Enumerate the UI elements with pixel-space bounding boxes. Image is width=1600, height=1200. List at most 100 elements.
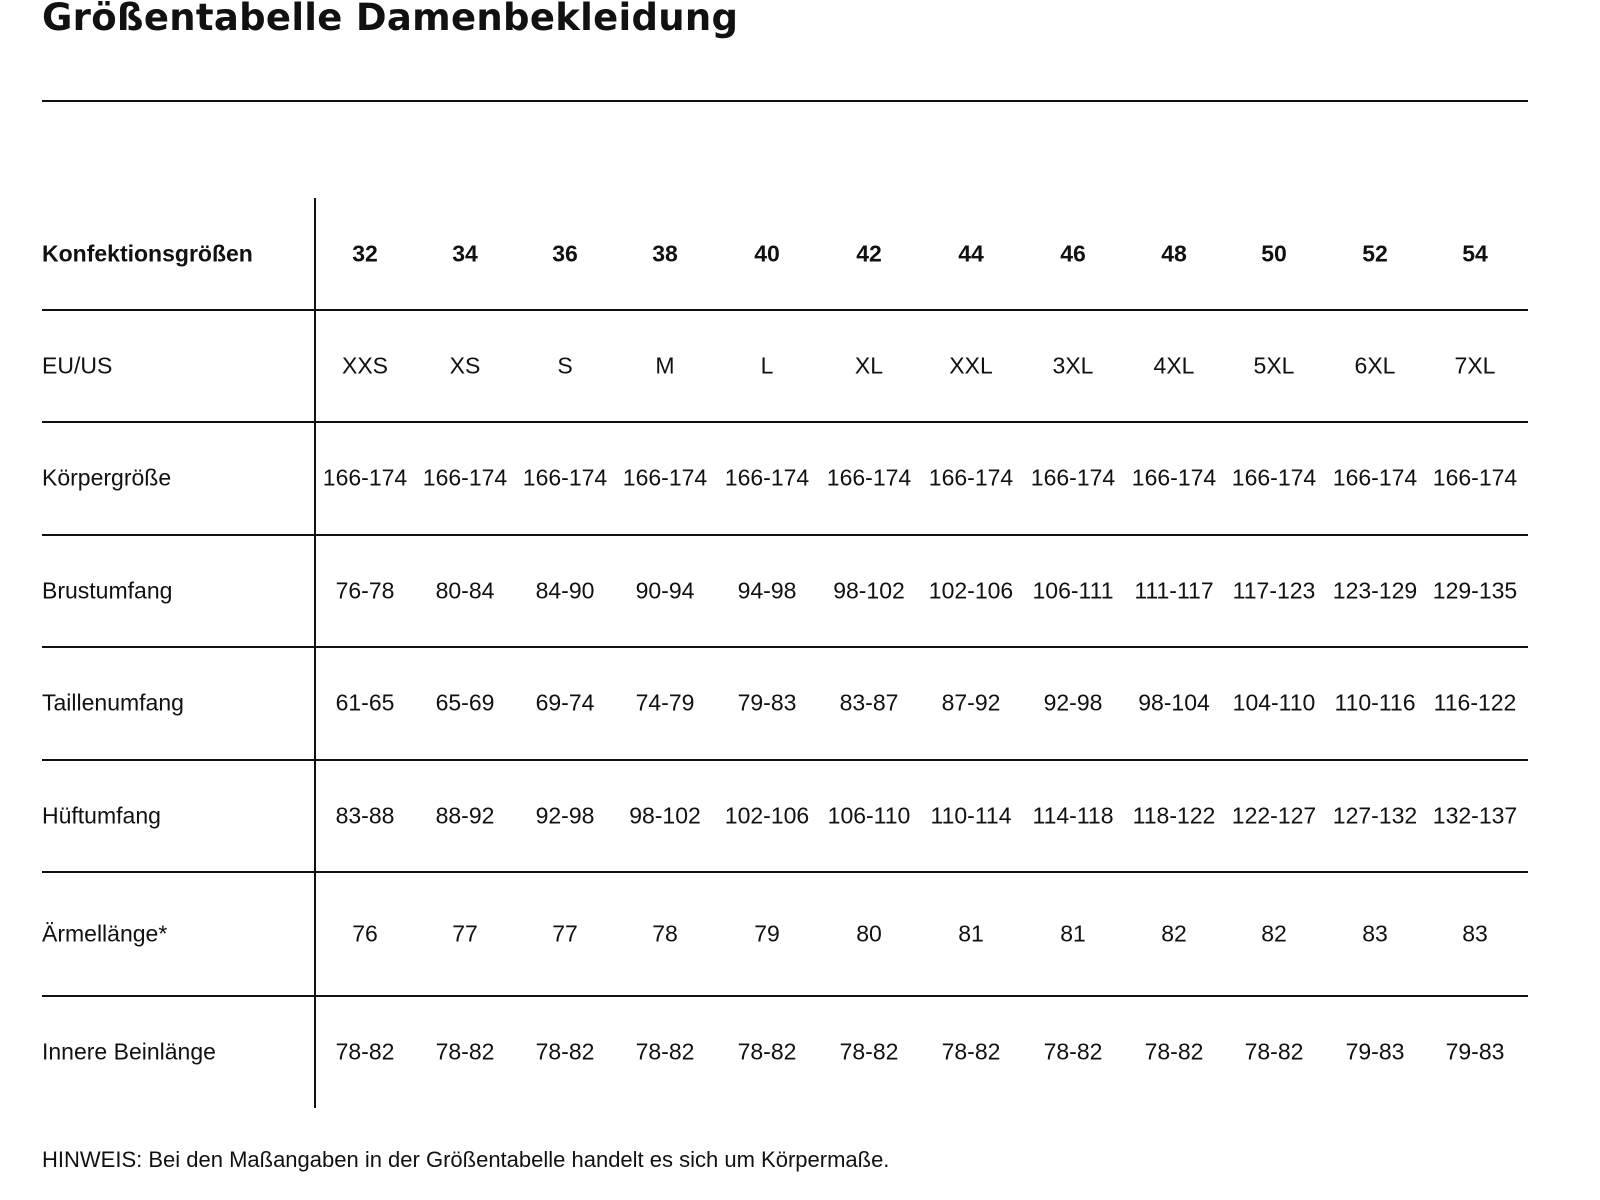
table-cell: 166-174 <box>1030 464 1116 491</box>
size-header-cell: 44 <box>958 240 984 266</box>
table-cell: 77 <box>552 920 578 946</box>
row-label: Innere Beinlänge <box>42 1038 216 1065</box>
table-cell: 110-116 <box>1334 689 1416 716</box>
table-cell: 166-174 <box>322 464 408 491</box>
table-cell: 106-111 <box>1032 577 1114 603</box>
table-cell: 83 <box>1362 920 1388 946</box>
table-cell: 98-104 <box>1138 689 1210 716</box>
size-header-cell: 48 <box>1161 240 1187 266</box>
table-cell: XXS <box>341 352 389 378</box>
table-row: Brustumfang 76-78 80-84 84-90 90-94 94-98 98-1… <box>42 535 1528 648</box>
table-cell: 82 <box>1261 920 1287 946</box>
table-cell: 106-110 <box>827 802 911 828</box>
table-cell: 3XL <box>1052 352 1094 378</box>
size-header-cell: 38 <box>652 240 678 266</box>
table-cell: 122-127 <box>1231 802 1317 828</box>
table-cell: 166-174 <box>1332 464 1418 491</box>
table-cell: 65-69 <box>435 689 495 716</box>
table-cell: 94-98 <box>737 577 797 603</box>
table-cell: 129-135 <box>1432 577 1518 603</box>
row-label: Ärmellänge* <box>42 920 168 946</box>
table-cell: L <box>760 352 774 378</box>
table-cell: 166-174 <box>1432 464 1518 491</box>
table-cell: 114-118 <box>1032 802 1114 828</box>
table-cell: 90-94 <box>635 577 695 603</box>
table-cell: 4XL <box>1153 352 1195 378</box>
table-cell: 77 <box>452 920 478 946</box>
table-cell: 80 <box>856 920 882 946</box>
table-row: Innere Beinlänge 78-82 78-82 78-82 78-82 78-8… <box>42 996 1528 1108</box>
table-row: Körpergröße 166-174 166-174 166-174 166-174 1… <box>42 422 1528 536</box>
table-cell: 78-82 <box>1244 1038 1304 1065</box>
table-cell: 6XL <box>1354 352 1396 378</box>
table-cell: 98-102 <box>629 802 701 828</box>
table-cell: 166-174 <box>522 464 608 491</box>
table-cell: 102-106 <box>724 802 810 828</box>
table-cell: 166-174 <box>826 464 912 491</box>
table-cell: 78-82 <box>1144 1038 1204 1065</box>
row-label: Taillenumfang <box>42 689 184 716</box>
table-cell: 81 <box>1060 920 1086 946</box>
row-label: Brustumfang <box>42 577 173 603</box>
table-row: EU/US XXS XS S M L XL XXL 3XL 4XL 5XL 6XL 7XL <box>42 310 1528 423</box>
table-cell: 111-117 <box>1134 577 1214 603</box>
table-cell: 74-79 <box>635 689 695 716</box>
size-header-cell: 32 <box>352 240 378 266</box>
table-cell: 166-174 <box>422 464 508 491</box>
table-cell: 102-106 <box>928 577 1014 603</box>
table-cell: M <box>655 352 675 378</box>
table-row: Taillenumfang 61-65 65-69 69-74 74-79 79-83 83… <box>42 647 1528 761</box>
table-cell: 166-174 <box>622 464 708 491</box>
table-cell: 76-78 <box>335 577 395 603</box>
table-cell: XS <box>449 352 481 378</box>
table-header-row: Konfektionsgrößen 32 34 36 38 40 42 44 46 48 50 52 5… <box>42 198 1528 311</box>
size-header-cell: 36 <box>552 240 578 266</box>
table-cell: 104-110 <box>1232 689 1316 716</box>
table-cell: 69-74 <box>535 689 595 716</box>
header-label: Konfektionsgrößen <box>42 240 253 266</box>
table-cell: 127-132 <box>1332 802 1418 828</box>
table-cell: 78-82 <box>435 1038 495 1065</box>
table-row: Hüftumfang 83-88 88-92 92-98 98-102 102-106 10… <box>42 760 1528 873</box>
table-cell: 78-82 <box>535 1038 595 1065</box>
table-cell: 87-92 <box>941 689 1001 716</box>
size-header-cell: 40 <box>754 240 780 266</box>
table-cell: 79-83 <box>737 689 797 716</box>
row-label: Körpergröße <box>42 464 172 491</box>
table-cell: 132-137 <box>1432 802 1518 828</box>
table-cell: 81 <box>958 920 984 946</box>
table-cell: 79-83 <box>1345 1038 1405 1065</box>
table-cell: 61-65 <box>335 689 395 716</box>
table-cell: 118-122 <box>1132 802 1216 828</box>
table-cell: 79 <box>754 920 780 946</box>
title-divider <box>42 100 1528 102</box>
table-cell: 78 <box>652 920 678 946</box>
table-cell: 123-129 <box>1332 577 1418 603</box>
table-cell: 88-92 <box>435 802 495 828</box>
table-cell: 79-83 <box>1445 1038 1505 1065</box>
table-cell: 166-174 <box>928 464 1014 491</box>
size-header-cell: 46 <box>1060 240 1086 266</box>
row-label: Hüftumfang <box>42 802 161 828</box>
table-cell: 98-102 <box>833 577 905 603</box>
table-cell: 78-82 <box>335 1038 395 1065</box>
table-cell: 78-82 <box>1043 1038 1103 1065</box>
table-cell: 83-88 <box>335 802 395 828</box>
table-cell: 80-84 <box>435 577 495 603</box>
size-header-cell: 52 <box>1362 240 1388 266</box>
size-header-cell: 54 <box>1462 240 1488 266</box>
table-cell: S <box>557 352 573 378</box>
table-cell: 7XL <box>1454 352 1496 378</box>
table-cell: 166-174 <box>1131 464 1217 491</box>
table-cell: 78-82 <box>737 1038 797 1065</box>
table-cell: 166-174 <box>1231 464 1317 491</box>
table-row: Ärmellänge* 76 77 77 78 79 80 81 81 82 82 83 83 <box>42 872 1528 997</box>
table-cell: 5XL <box>1253 352 1295 378</box>
table-cell: 83 <box>1462 920 1488 946</box>
table-cell: 92-98 <box>1043 689 1103 716</box>
page-title: Größentabelle Damenbekleidung <box>42 0 739 39</box>
size-header-cell: 42 <box>856 240 882 266</box>
table-cell: 76 <box>352 920 378 946</box>
table-cell: 83-87 <box>839 689 899 716</box>
table-cell: 116-122 <box>1433 689 1517 716</box>
